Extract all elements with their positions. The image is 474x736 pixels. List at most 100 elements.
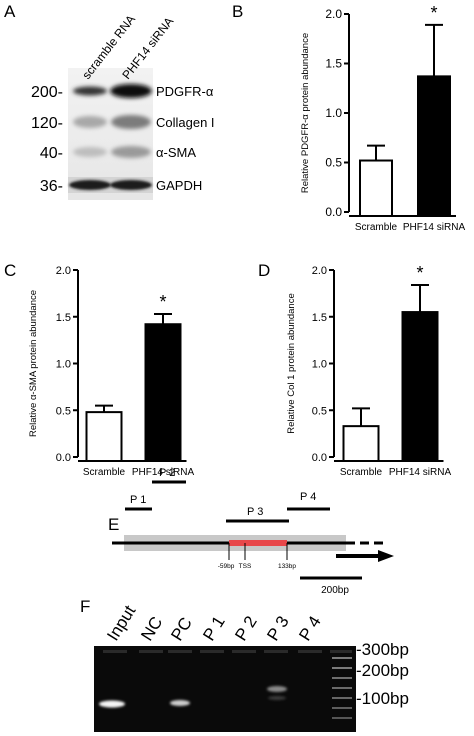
gel-smear-p3 xyxy=(268,696,286,700)
tss-arrow-head xyxy=(378,550,394,562)
marker-200: 200- xyxy=(31,84,63,101)
protein-label-pdgfr: PDGFR-α xyxy=(156,84,214,99)
chart-b-category-label: Scramble xyxy=(355,222,398,233)
ladder-band-2 xyxy=(332,667,352,669)
gel-lane-label-p1: P 1 xyxy=(199,613,228,644)
chart-c-y-tick-label: 1.0 xyxy=(56,359,71,371)
ladder-band-4 xyxy=(332,687,352,689)
chart-b-category-label: PHF14 siRNA xyxy=(403,222,466,233)
chart-c-bar-scramble xyxy=(85,411,123,462)
well-p3 xyxy=(264,650,288,653)
well-p4 xyxy=(298,650,322,653)
marker-120: 120- xyxy=(31,115,63,132)
band-pdgfr-sirna xyxy=(110,84,152,98)
gel-lane-label-p4: P 4 xyxy=(295,613,324,644)
bar-chart-d: 0.0 0.5 1.0 1.5 2.0 Relative Col 1 protein ab… xyxy=(286,263,451,478)
bar-chart-c: 0.0 0.5 1.0 1.5 2.0 Relative α-SMA protein ab… xyxy=(28,265,194,478)
gel-lane-label-pc: PC xyxy=(167,614,196,644)
panel-letter-b: B xyxy=(232,2,243,21)
protein-label-sma: α-SMA xyxy=(156,145,196,160)
band-gapdh-scramble xyxy=(69,180,111,190)
ladder-band-6 xyxy=(332,707,352,709)
ladder-label-200: -200bp xyxy=(356,661,409,680)
primer-label-p3: P 3 xyxy=(247,506,263,518)
chart-b-bar-sirna xyxy=(417,75,451,218)
well-nc xyxy=(139,650,163,653)
western-blot xyxy=(68,68,153,200)
site-label-minus-59: -59bp xyxy=(218,563,235,570)
chart-d-bar-scramble xyxy=(342,425,380,462)
ladder-band-5 xyxy=(332,697,352,699)
ladder-label-300: -300bp xyxy=(356,640,409,659)
band-sma-scramble xyxy=(73,147,107,157)
marker-36: 36- xyxy=(40,178,63,195)
panel-letter-a: A xyxy=(4,2,16,21)
chart-d-y-tick-label: 0.5 xyxy=(312,405,327,417)
chart-d-y-axis-label: Relative Col 1 protein abundance xyxy=(286,293,297,433)
chart-c-category-label: Scramble xyxy=(83,467,126,478)
well-p2 xyxy=(232,650,256,653)
chart-d-category-label: Scramble xyxy=(340,467,383,478)
chart-b-y-tick-label: 2.0 xyxy=(325,7,342,21)
ladder-band-3 xyxy=(332,677,352,679)
band-sma-sirna xyxy=(111,146,151,158)
chart-c-y-tick-label: 2.0 xyxy=(56,265,71,277)
gel-band-p3 xyxy=(267,686,287,692)
panel-letter-d: D xyxy=(258,261,270,280)
gel-band-input xyxy=(99,700,125,708)
gel-lane-label-nc: NC xyxy=(137,613,166,644)
chart-d-bar-sirna xyxy=(401,311,439,463)
chart-b-significance-star: * xyxy=(430,3,437,23)
gel-lane-label-input: Input xyxy=(103,602,139,644)
promoter-schematic xyxy=(112,480,394,580)
chart-d-y-tick-label: 2.0 xyxy=(312,265,327,277)
primer-label-p1: P 1 xyxy=(130,494,146,506)
chart-b-y-tick-label: 1.0 xyxy=(325,106,342,120)
primer-label-p4: P 4 xyxy=(300,491,316,503)
chip-gel xyxy=(94,646,356,732)
chart-b-y-tick-label: 1.5 xyxy=(325,57,342,71)
chart-b-y-tick-label: 0.5 xyxy=(325,156,342,170)
well-ladder xyxy=(330,650,352,653)
well-pc xyxy=(168,650,192,653)
chart-d-significance-star: * xyxy=(416,263,423,283)
chart-c-category-label: PHF14 siRNA xyxy=(132,467,195,478)
panel-letter-e: E xyxy=(108,515,119,534)
well-p1 xyxy=(200,650,224,653)
chart-d-y-tick-label: 1.0 xyxy=(312,359,327,371)
gel-lane-label-p3: P 3 xyxy=(263,613,292,644)
chart-c-y-tick-label: 0.5 xyxy=(56,405,71,417)
band-collagen-sirna xyxy=(111,115,151,129)
chart-c-y-axis-label: Relative α-SMA protein abundance xyxy=(28,290,39,437)
panel-letter-f: F xyxy=(80,597,90,616)
chart-d-y-tick-label: 1.5 xyxy=(312,312,327,324)
chart-c-y-tick-label: 1.5 xyxy=(56,312,71,324)
site-label-tss: TSS xyxy=(239,563,252,570)
chart-b-y-tick-label: 0.0 xyxy=(325,205,342,219)
bar-chart-b: 0.0 0.5 1.0 1.5 2.0 Relative PDGFR-α protein … xyxy=(300,3,465,233)
primer-label-p2: P 2 xyxy=(159,467,175,479)
panel-letter-c: C xyxy=(4,261,16,280)
band-collagen-scramble xyxy=(73,116,107,128)
gel-lane-label-p2: P 2 xyxy=(231,613,260,644)
chart-d-category-label: PHF14 siRNA xyxy=(389,467,452,478)
ladder-band-7 xyxy=(332,717,352,719)
band-pdgfr-scramble xyxy=(73,86,107,96)
ladder-band-1 xyxy=(332,657,352,659)
gel-background xyxy=(94,646,356,732)
gel-band-pc xyxy=(170,700,190,706)
chart-b-bar-scramble xyxy=(359,159,393,218)
protein-label-gapdh: GAPDH xyxy=(156,178,202,193)
well-input xyxy=(103,650,127,653)
scale-bar-label: 200bp xyxy=(321,585,349,596)
chart-d-y-tick-label: 0.0 xyxy=(312,452,327,464)
chart-c-significance-star: * xyxy=(159,292,166,312)
marker-40: 40- xyxy=(40,145,63,162)
band-gapdh-sirna xyxy=(110,180,152,190)
chart-b-y-axis-label: Relative PDGFR-α protein abundance xyxy=(300,33,311,193)
chart-c-y-tick-label: 0.0 xyxy=(56,452,71,464)
chart-c-bar-sirna xyxy=(144,323,182,463)
highlighted-region xyxy=(229,540,287,546)
protein-label-collagen: Collagen I xyxy=(156,115,215,130)
